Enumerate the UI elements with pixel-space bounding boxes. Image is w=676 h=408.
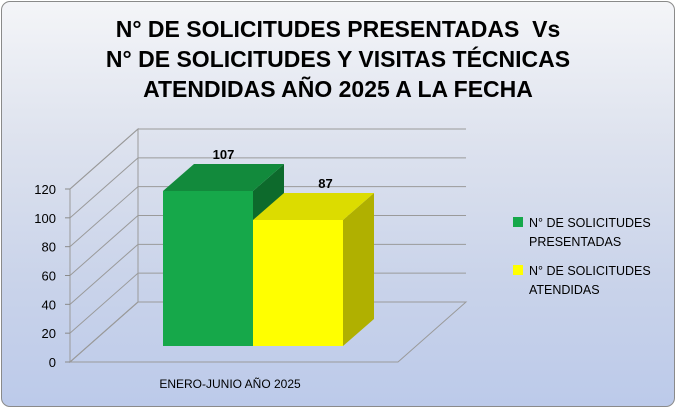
legend-swatch (513, 217, 523, 227)
chart-title: N° DE SOLICITUDES PRESENTADAS Vs N° DE S… (0, 14, 676, 104)
chart-legend: N° DE SOLICITUDES PRESENTADAS N° DE SOLICI… (513, 216, 651, 297)
chart-title-line-2: N° DE SOLICITUDES Y VISITAS TÉCNICAS (105, 46, 571, 72)
bar-top (163, 164, 284, 191)
bar (163, 191, 253, 346)
y-tick-label: 60 (42, 269, 56, 284)
bar-top (253, 192, 374, 220)
bar (253, 219, 343, 346)
x-category-label: ENERO-JUNIO AÑO 2025 (159, 377, 301, 391)
y-tick-label: 0 (49, 355, 56, 370)
legend-label: N° DE SOLICITUDES (529, 216, 651, 230)
y-tick-label: 20 (42, 326, 56, 341)
gridline (69, 186, 466, 248)
legend-label: N° DE SOLICITUDES (529, 264, 651, 278)
y-tick-label: 100 (34, 211, 56, 226)
data-label: 87 (318, 176, 332, 191)
x-axis-category-labels: ENERO-JUNIO AÑO 2025 (159, 377, 301, 391)
legend-label: ATENDIDAS (529, 283, 600, 297)
y-tick-label: 120 (34, 182, 56, 197)
data-labels: 107 87 (213, 147, 333, 191)
data-label: 107 (213, 147, 235, 162)
legend-label: PRESENTADAS (529, 235, 621, 249)
gridline (69, 157, 466, 219)
gridline (69, 128, 466, 190)
y-axis-tick-labels: 0 20 40 60 80 100 120 (34, 182, 70, 370)
chart-bars (163, 164, 374, 346)
chart-title-line-3: ATENDIDAS AÑO 2025 A LA FECHA (143, 76, 533, 102)
legend-swatch (513, 265, 523, 275)
y-tick-label: 40 (42, 297, 56, 312)
chart-title-line-1: N° DE SOLICITUDES PRESENTADAS Vs (115, 16, 561, 42)
y-tick-label: 80 (42, 240, 56, 255)
bar-side (343, 192, 374, 346)
